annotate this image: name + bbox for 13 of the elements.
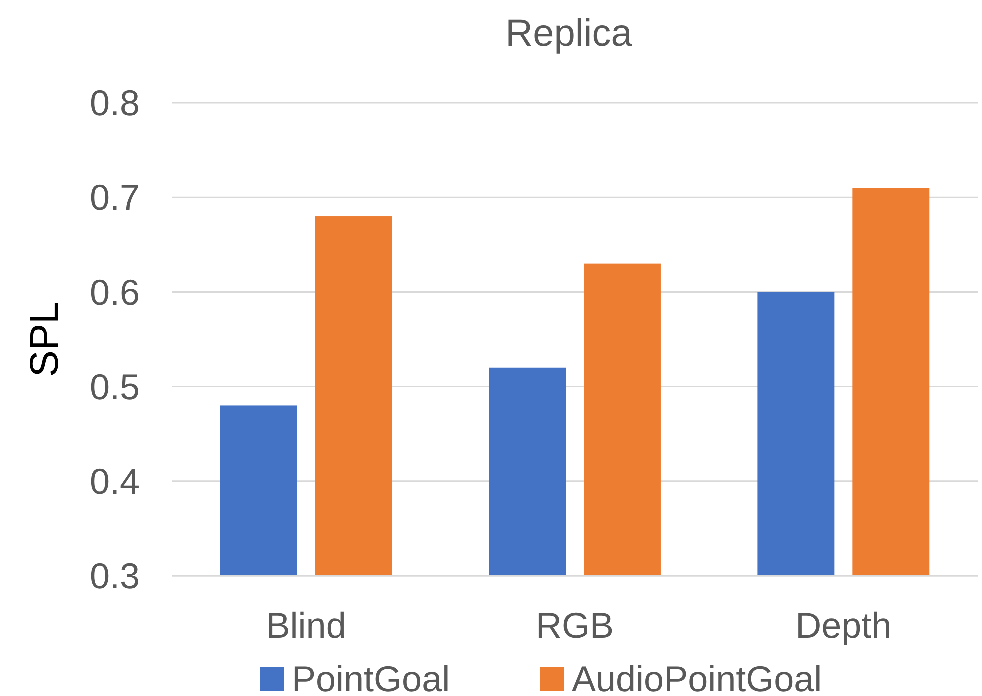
chart-title: Replica bbox=[506, 13, 634, 55]
y-tick-label: 0.5 bbox=[90, 366, 140, 408]
y-axis-title: SPL bbox=[23, 302, 67, 378]
x-tick-label: Blind bbox=[266, 605, 346, 646]
y-tick-label: 0.8 bbox=[90, 82, 140, 124]
y-tick-label: 0.3 bbox=[90, 556, 140, 597]
legend-label: AudioPointGoal bbox=[572, 658, 822, 696]
y-tick-label: 0.6 bbox=[90, 272, 140, 313]
y-tick-label: 0.7 bbox=[90, 177, 140, 218]
legend-label: PointGoal bbox=[292, 658, 450, 696]
x-tick-label: Depth bbox=[796, 605, 892, 646]
y-tick-label: 0.4 bbox=[90, 461, 140, 502]
x-tick-label: RGB bbox=[536, 605, 614, 646]
